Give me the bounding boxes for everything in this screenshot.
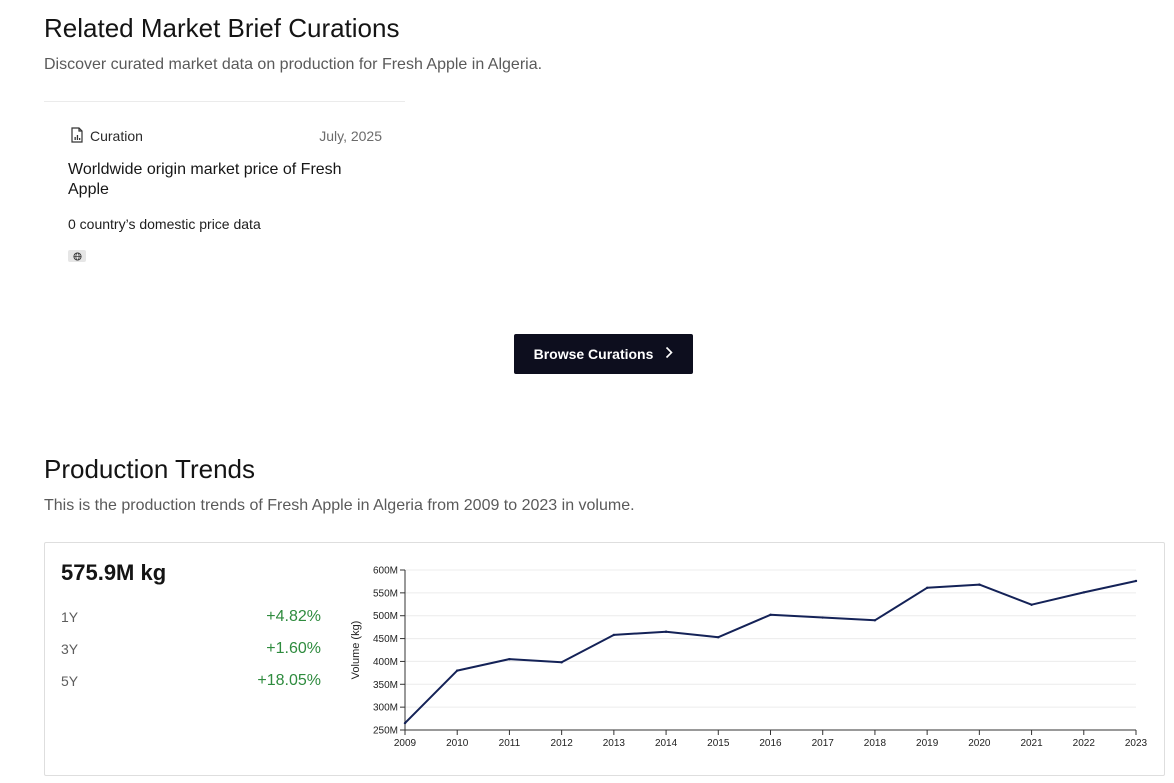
x-tick-label: 2016 — [759, 738, 782, 749]
x-tick-label: 2014 — [655, 738, 678, 749]
x-tick-label: 2021 — [1020, 738, 1043, 749]
chart-svg: 250M 300M 350M 400M 450M 500M 550M 600M 2009 2010… — [350, 566, 1148, 750]
stat-row-3y: 3Y +1.60% — [61, 639, 321, 659]
stat-label: 5Y — [61, 673, 79, 689]
series-line — [404, 580, 1137, 724]
curation-type: Curation — [70, 126, 143, 146]
divider — [44, 101, 405, 102]
x-tick-label: 2018 — [864, 738, 887, 749]
data-point — [1082, 591, 1085, 594]
curation-description: 0 country’s domestic price data — [68, 216, 261, 232]
x-tick-label: 2009 — [394, 738, 417, 749]
globe-icon — [68, 250, 86, 262]
y-axis-label: Volume (kg) — [350, 621, 362, 680]
data-point — [1030, 603, 1033, 606]
data-point — [560, 661, 563, 664]
y-tick-label: 500M — [373, 611, 398, 622]
x-tick-label: 2022 — [1073, 738, 1096, 749]
y-tick-label: 400M — [373, 657, 398, 668]
curation-date: July, 2025 — [319, 128, 382, 144]
production-line-chart: 250M 300M 350M 400M 450M 500M 550M 600M 2009 2010… — [345, 553, 1160, 775]
x-tick-label: 2023 — [1125, 738, 1148, 749]
y-tick-label: 350M — [373, 680, 398, 691]
stat-change: +18.05% — [257, 672, 321, 689]
curation-type-label: Curation — [90, 128, 143, 144]
trends-section-subtitle: This is the production trends of Fresh A… — [44, 497, 635, 514]
data-point — [664, 630, 668, 633]
curation-card[interactable]: Curation July, 2025 Worldwide origin mar… — [44, 102, 405, 282]
data-point — [612, 633, 616, 637]
y-tick-label: 300M — [373, 703, 398, 714]
data-point — [873, 619, 877, 622]
x-tick-label: 2017 — [812, 738, 835, 749]
related-section-subtitle: Discover curated market data on producti… — [44, 56, 543, 73]
curation-title[interactable]: Worldwide origin market price of Fresh A… — [68, 161, 342, 198]
chevron-right-icon — [665, 346, 674, 362]
x-tick-label: 2013 — [603, 738, 626, 749]
y-tick-label: 450M — [373, 634, 398, 645]
y-tick-label: 250M — [373, 726, 398, 737]
data-point — [508, 657, 511, 661]
trends-section-title: Production Trends — [44, 454, 256, 484]
data-point — [1134, 579, 1138, 583]
x-tick-label: 2019 — [916, 738, 939, 749]
curation-card-header: Curation July, 2025 — [70, 126, 382, 146]
stat-label: 1Y — [61, 609, 79, 625]
x-tick-label: 2015 — [707, 738, 730, 749]
x-tick-label: 2010 — [446, 738, 469, 749]
data-point — [925, 586, 929, 590]
data-point — [403, 721, 407, 725]
y-tick-label: 550M — [373, 588, 398, 599]
x-tick-label: 2020 — [968, 738, 991, 749]
latest-volume-value: 575.9M kg — [61, 560, 167, 585]
stat-label: 3Y — [61, 641, 79, 657]
stat-row-5y: 5Y +18.05% — [61, 671, 321, 691]
data-point — [978, 583, 981, 586]
stat-row-1y: 1Y +4.82% — [61, 607, 321, 627]
document-chart-icon — [70, 126, 84, 146]
data-point — [717, 636, 720, 639]
trends-panel: 575.9M kg 1Y +4.82% 3Y +1.60% 5Y +18.05%… — [44, 542, 1165, 776]
data-point — [456, 669, 459, 672]
x-tick-label: 2012 — [551, 738, 574, 749]
stat-change: +1.60% — [266, 640, 321, 657]
browse-curations-label: Browse Curations — [533, 346, 654, 362]
data-point — [821, 616, 824, 619]
browse-curations-button[interactable]: Browse Curations — [514, 334, 693, 374]
related-section-title: Related Market Brief Curations — [44, 13, 400, 43]
data-point — [769, 613, 772, 616]
stat-change: +4.82% — [266, 608, 321, 625]
x-tick-label: 2011 — [499, 738, 521, 749]
y-tick-label: 600M — [373, 566, 398, 577]
